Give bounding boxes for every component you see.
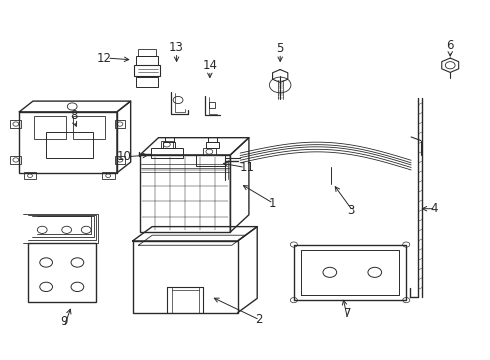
Bar: [10, 120, 21, 128]
Bar: [151, 148, 183, 158]
Bar: [140, 155, 230, 232]
Text: 12: 12: [97, 51, 112, 64]
Text: 13: 13: [169, 41, 184, 54]
Bar: [115, 156, 125, 164]
Bar: [165, 136, 173, 141]
Text: 2: 2: [255, 313, 262, 327]
Text: 4: 4: [431, 202, 438, 215]
Bar: [208, 136, 217, 141]
Bar: [134, 65, 160, 76]
Text: 3: 3: [347, 204, 355, 217]
Bar: [46, 132, 93, 158]
Bar: [115, 120, 125, 128]
Bar: [27, 243, 96, 302]
Bar: [209, 102, 215, 108]
Bar: [10, 156, 21, 164]
Text: 11: 11: [240, 161, 255, 174]
Text: 8: 8: [70, 109, 78, 122]
Bar: [136, 56, 158, 65]
Bar: [139, 49, 156, 56]
Bar: [133, 241, 238, 313]
Bar: [102, 172, 115, 179]
Text: 1: 1: [269, 197, 276, 210]
Bar: [24, 172, 36, 179]
Bar: [136, 77, 158, 87]
Bar: [19, 112, 117, 173]
Text: 7: 7: [344, 307, 351, 320]
Bar: [163, 141, 175, 148]
Text: 14: 14: [202, 59, 218, 72]
Text: 5: 5: [276, 41, 284, 54]
Bar: [196, 155, 225, 166]
Bar: [34, 116, 66, 139]
Bar: [161, 141, 173, 148]
Bar: [73, 116, 105, 139]
Text: 9: 9: [60, 315, 68, 328]
Bar: [203, 148, 216, 155]
Text: 10: 10: [117, 150, 132, 163]
Bar: [206, 141, 219, 148]
Text: 6: 6: [446, 39, 454, 52]
